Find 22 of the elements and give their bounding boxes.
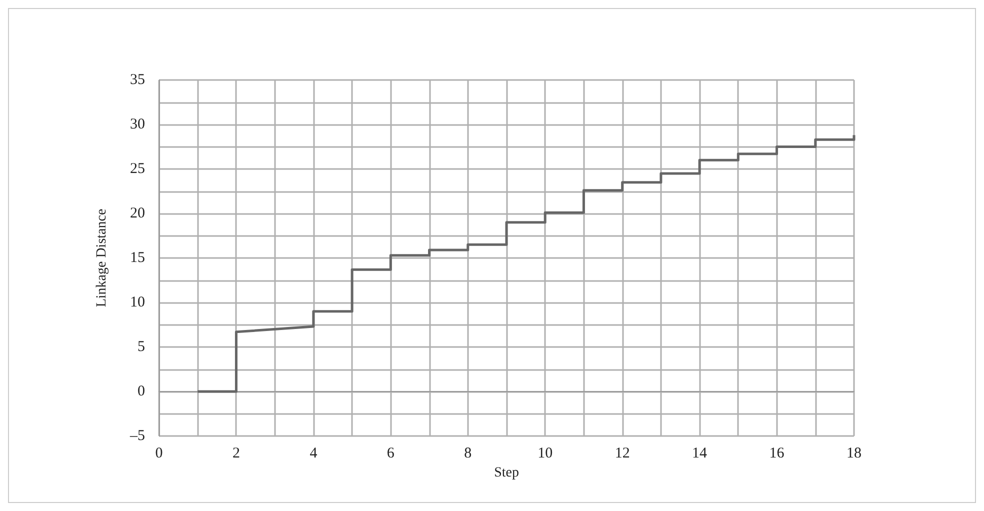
x-tick-label: 12 [614, 446, 630, 462]
x-tick-label: 0 [155, 446, 163, 462]
y-tick-label: 20 [130, 206, 145, 222]
x-tick-label: 2 [232, 446, 240, 462]
y-tick-label: –5 [129, 428, 145, 444]
x-tick-label: 10 [538, 446, 553, 462]
y-tick-label: 15 [130, 250, 145, 266]
x-tick-label: 16 [769, 446, 785, 462]
y-tick-label: 5 [138, 339, 145, 355]
x-tick-label: 8 [464, 446, 472, 462]
y-tick-label: 35 [130, 72, 145, 88]
x-axis-title: Step [494, 465, 519, 480]
y-axis-title: Linkage Distance [94, 208, 110, 308]
y-tick-label: 25 [130, 161, 145, 177]
x-tick-label: 18 [846, 446, 862, 462]
x-tick-label: 14 [692, 446, 708, 462]
y-tick-label: 30 [130, 116, 145, 132]
x-tick-label: 6 [386, 446, 395, 462]
line-series [196, 134, 856, 393]
y-tick-label: 0 [138, 384, 145, 400]
x-tick-label: 4 [310, 446, 318, 462]
y-tick-label: 10 [130, 294, 145, 310]
